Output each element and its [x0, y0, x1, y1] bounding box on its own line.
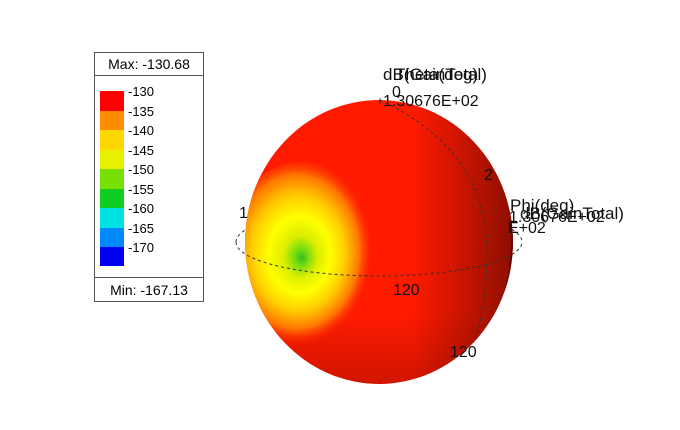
color-scale: -130 -135 -140 -145 -150 -155 -160 -165 -170 [100, 85, 200, 266]
colorbar-swatch [100, 110, 124, 130]
theta-tick-120: 120 [450, 344, 477, 361]
colorbar-tick-label: -155 [128, 181, 155, 197]
colorbar-swatch [100, 149, 124, 169]
right-value-label-a: 1.30676E+02 [509, 209, 605, 226]
colorbar-tick-label: -145 [128, 142, 155, 158]
phi-tick-1: 1 [239, 205, 248, 222]
colorbar-swatch [100, 169, 124, 189]
legend-min-label: Min: -167.13 [95, 277, 203, 301]
color-legend: Max: -130.68 -130 -135 -140 -145 -150 -155 -16… [94, 52, 204, 302]
phi-ring-front [235, 241, 523, 277]
colorbar-swatch [100, 130, 124, 150]
phi-axis-label: Phi(deg) [510, 196, 574, 215]
theta-tick-2: 2 [484, 167, 493, 184]
gain-hotspot [245, 162, 380, 354]
colorbar-tick-label: -170 [128, 240, 155, 255]
colorbar-tick-label: -160 [128, 201, 155, 216]
quantity-label: dB(GainTotal) [383, 65, 487, 84]
colorbar-tick-label: -150 [128, 162, 155, 177]
theta-axis-label: Theta(deg) [395, 65, 478, 84]
colorbar-swatch [100, 91, 124, 111]
colorbar-tick-label: -135 [128, 103, 155, 119]
phi-tick-120: 120 [393, 282, 420, 299]
right-value-label-b: E+02 [508, 220, 546, 237]
colorbar-swatch [100, 188, 124, 208]
colorbar-tick-label: -165 [128, 220, 155, 236]
colorbar-tick-label: -140 [128, 123, 155, 138]
colorbar-swatch [100, 227, 124, 247]
colorbar-tick-label: -130 [128, 84, 155, 99]
colorbar-swatch [100, 208, 124, 228]
colorbar-swatch [100, 247, 124, 266]
top-value-label: 1.30676E+02 [383, 93, 479, 110]
theta-tick-0: 0 [392, 84, 401, 101]
legend-max-label: Max: -130.68 [95, 53, 203, 76]
right-quantity-label: dB(GainTotal) [520, 204, 624, 223]
